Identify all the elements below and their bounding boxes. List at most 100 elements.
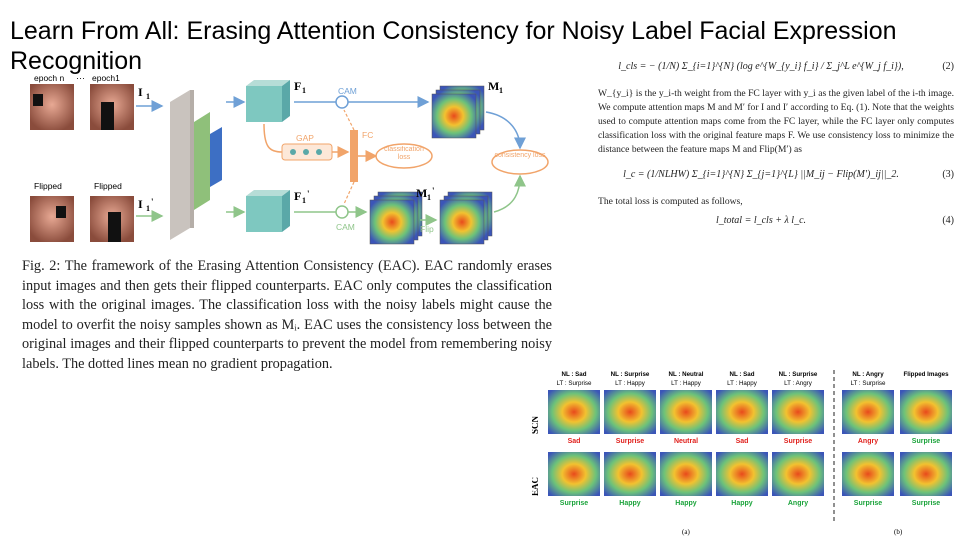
- column-noisy-label: Flipped Images: [903, 371, 949, 378]
- label-fc: FC: [362, 130, 373, 140]
- equation-3-number: (3): [942, 169, 954, 180]
- label-f1-prime: F: [294, 189, 301, 203]
- eac-heatmap: [900, 452, 952, 496]
- arrow-f1-gap: [263, 123, 283, 153]
- eac-heatmap: [716, 452, 768, 496]
- eac-heatmap: [660, 452, 712, 496]
- fc-layer: [350, 130, 358, 182]
- attention-map-flipped: [439, 191, 493, 245]
- gap-dot-2: [303, 149, 309, 155]
- label-cam-top: CAM: [338, 86, 357, 96]
- equations-block: l_cls = − (1/N) Σ_{i=1}^{N} (log e^{W_{y…: [598, 55, 954, 237]
- eac-prediction: Happy: [731, 500, 753, 507]
- consistency-loss-node: [491, 149, 549, 175]
- label-i1-prime: I: [138, 197, 143, 211]
- scn-prediction: Sad: [736, 438, 749, 445]
- input-face-bottom-1: [30, 196, 74, 242]
- label-i1-prime-sub: 1: [146, 204, 150, 213]
- label-f1-prime-sub: 1: [302, 196, 306, 205]
- equation-4-formula: l_total = l_cls + λ l_c.: [715, 215, 807, 226]
- label-i1: I: [138, 85, 143, 99]
- column-noisy-label: NL : Surprise: [779, 371, 818, 378]
- eac-prediction: Surprise: [560, 500, 589, 507]
- column-true-label: LT : Surprise: [851, 380, 886, 387]
- attention-map-m1: [431, 85, 485, 139]
- fc-to-cam-bottom: [343, 181, 355, 205]
- arrow-flipped-consistency: [493, 174, 526, 213]
- column-noisy-label: NL : Neutral: [669, 371, 704, 378]
- eac-heatmap: [604, 452, 656, 496]
- scn-prediction: Surprise: [616, 438, 645, 445]
- label-dots: ···: [76, 73, 85, 83]
- column-noisy-label: NL : Sad: [730, 371, 755, 378]
- label-flipped-b: Flipped: [94, 181, 122, 191]
- eac-heatmap: [772, 452, 824, 496]
- equation-4-number: (4): [942, 215, 954, 226]
- label-f1-prime-mark: ': [307, 189, 310, 199]
- figure-caption: Fig. 2: The framework of the Erasing Att…: [22, 257, 552, 375]
- scn-heatmap: [716, 390, 768, 434]
- input-face-bottom-2: [90, 196, 134, 242]
- label-epoch-1: epoch1: [92, 73, 120, 83]
- gap-dot-3: [316, 149, 322, 155]
- equation-2: l_cls = − (1/N) Σ_{i=1}^{N} (log e^{W_{y…: [598, 55, 954, 83]
- eac-prediction: Surprise: [854, 500, 883, 507]
- caption-text: Fig. 2: The framework of the Erasing Att…: [22, 258, 552, 372]
- gap-dot-1: [290, 149, 296, 155]
- feature-cube-f1: [246, 80, 290, 122]
- eac-prediction: Surprise: [912, 500, 941, 507]
- column-true-label: LT : Surprise: [557, 380, 592, 387]
- results-grid: SCN EAC (a) (b) NL : Sad LT : Surprise Sad…: [532, 370, 952, 536]
- scn-prediction: Neutral: [674, 438, 698, 445]
- attention-map-m1-prime: [369, 191, 423, 245]
- feature-cube-f1-prime: [246, 190, 290, 232]
- scn-heatmap: [548, 390, 600, 434]
- label-m1-sub: 1: [499, 86, 503, 95]
- framework-diagram: epoch n ··· epoch1 I 1 Flipped Flipped I…: [30, 73, 549, 245]
- equation-paragraph-1: W_{y_i} is the y_i-th weight from the FC…: [598, 88, 954, 155]
- sub-label-a: (a): [682, 528, 690, 536]
- label-i1-sub: 1: [146, 92, 150, 101]
- equation-3-formula: l_c = (1/NLHW) Σ_{i=1}^{N} Σ_{j=1}^{L} |…: [623, 169, 899, 180]
- column-true-label: LT : Angry: [784, 380, 813, 387]
- column-noisy-label: NL : Surprise: [611, 371, 650, 378]
- classification-loss-node: [375, 143, 433, 169]
- scn-heatmap: [772, 390, 824, 434]
- scn-prediction: Sad: [568, 438, 581, 445]
- equation-paragraph-2: The total loss is computed as follows,: [598, 196, 743, 207]
- label-epoch-n: epoch n: [34, 73, 65, 83]
- scn-heatmap: [900, 390, 952, 434]
- label-m1-prime: M: [416, 186, 427, 200]
- label-m1-prime-sub: 1: [427, 193, 431, 202]
- arrow-m1-consistency: [485, 111, 526, 150]
- eac-heatmap: [548, 452, 600, 496]
- label-f1-sub: 1: [302, 86, 306, 95]
- label-flipped-a: Flipped: [34, 181, 62, 191]
- cam-node-bottom: [335, 205, 349, 219]
- sub-label-b: (b): [894, 528, 903, 536]
- label-f1: F: [294, 79, 301, 93]
- eac-heatmap: [842, 452, 894, 496]
- equation-3: l_c = (1/NLHW) Σ_{i=1}^{N} Σ_{j=1}^{L} |…: [598, 163, 954, 191]
- framework-figure: epoch n ··· epoch1 I 1 Flipped Flipped I…: [20, 72, 560, 250]
- eac-prediction: Happy: [619, 500, 641, 507]
- label-m1: M: [488, 79, 499, 93]
- column-true-label: LT : Happy: [727, 380, 758, 387]
- scn-prediction: Surprise: [912, 438, 941, 445]
- label-classification-loss: classification loss: [384, 146, 424, 161]
- eac-prediction: Angry: [788, 500, 808, 507]
- column-true-label: LT : Happy: [615, 380, 646, 387]
- equation-2-number: (2): [942, 61, 954, 72]
- scn-prediction: Angry: [858, 438, 878, 445]
- results-figure: SCN EAC (a) (b) NL : Sad LT : Surprise Sad…: [532, 368, 954, 536]
- column-noisy-label: NL : Sad: [562, 371, 587, 378]
- label-m1-prime-mark: ': [432, 186, 435, 196]
- row-label-eac: EAC: [532, 477, 540, 496]
- cam-node-top: [335, 95, 349, 109]
- scn-prediction: Surprise: [784, 438, 813, 445]
- input-face-top-2: [90, 84, 134, 130]
- equation-2-formula: l_cls = − (1/N) Σ_{i=1}^{N} (log e^{W_{y…: [618, 61, 904, 72]
- input-face-top-1: [30, 84, 74, 130]
- scn-heatmap: [604, 390, 656, 434]
- label-cam-bottom: CAM: [336, 222, 355, 232]
